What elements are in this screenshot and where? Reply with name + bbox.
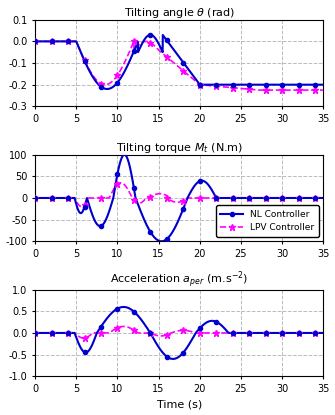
Title: Acceleration $a_{per}$ (m.s$^{-2}$): Acceleration $a_{per}$ (m.s$^{-2}$) [110, 269, 248, 290]
Title: Tilting angle $\theta$ (rad): Tilting angle $\theta$ (rad) [124, 5, 235, 20]
Legend: NL Controller, LPV Controller: NL Controller, LPV Controller [216, 205, 319, 237]
X-axis label: Time (s): Time (s) [156, 400, 202, 410]
Title: Tilting torque $M_t$ (N.m): Tilting torque $M_t$ (N.m) [116, 141, 243, 154]
